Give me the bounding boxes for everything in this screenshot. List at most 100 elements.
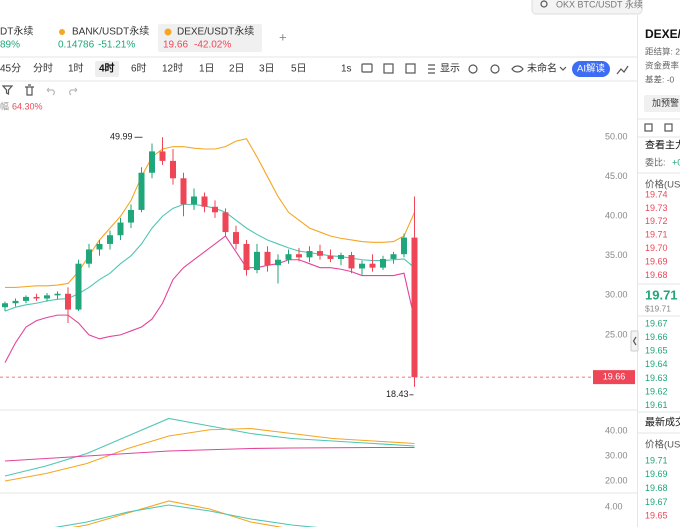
timeframe[interactable]: 1时 — [68, 63, 84, 75]
chart-icon[interactable] — [616, 65, 629, 75]
tab-icon — [164, 28, 172, 36]
last-price-tag — [593, 370, 635, 385]
candle-body — [128, 209, 134, 223]
ai-button[interactable] — [572, 61, 610, 77]
ask-price: 19.73 — [645, 203, 668, 213]
caret — [559, 66, 567, 71]
display[interactable]: 显示 — [440, 63, 460, 75]
y-tick-label: 25.00 — [605, 329, 628, 339]
candle-body — [285, 254, 292, 260]
candle-body — [212, 206, 218, 213]
tab-name[interactable]: BANK/USDT永续 — [72, 25, 149, 38]
indicator-line — [4, 417, 415, 477]
y-tick-label: 20.00 — [605, 475, 628, 485]
main-force[interactable]: 查看主力 — [645, 139, 680, 152]
candle-body — [348, 255, 355, 269]
tab-price: 19.66 — [163, 40, 188, 51]
hide-icon[interactable] — [490, 64, 500, 74]
timeframe-selected — [95, 61, 119, 77]
interval[interactable]: 1s — [341, 64, 352, 75]
edit-icon[interactable] — [405, 63, 416, 74]
bid-price: 19.66 — [645, 332, 668, 342]
candle-body — [338, 255, 344, 259]
candle-body — [390, 254, 397, 259]
last-price-label: 19.66 — [603, 371, 626, 381]
alert-label: 加预警 — [652, 97, 679, 108]
bid-price: 19.65 — [645, 346, 668, 356]
display-icon — [428, 64, 435, 74]
candle-body — [243, 243, 250, 271]
camera-icon[interactable] — [361, 63, 373, 73]
ask-price: 19.72 — [645, 216, 668, 226]
band-line — [5, 138, 416, 288]
candle-body — [107, 235, 113, 244]
timeframe[interactable]: 3日 — [259, 64, 275, 75]
y-tick-label: 30.00 — [605, 450, 628, 460]
high-marker: 49.99 — [110, 132, 133, 142]
trash-icon[interactable] — [25, 84, 34, 96]
layout-name[interactable]: 未命名 — [527, 62, 557, 75]
timeframe[interactable]: 45分 — [0, 63, 21, 75]
tab-icon — [59, 29, 65, 35]
last-price-usd: $19.71 — [645, 303, 671, 313]
y-tick-label: 50.00 — [605, 132, 628, 142]
timeframe[interactable]: 12时 — [162, 63, 183, 75]
active-tab[interactable] — [158, 24, 262, 52]
candle-body — [359, 263, 365, 269]
candle-body — [44, 295, 50, 299]
timeframe[interactable]: 分时 — [33, 63, 53, 75]
tab-change: 89% — [0, 40, 20, 51]
alert-button[interactable] — [644, 95, 680, 112]
search-icon — [540, 0, 548, 8]
timeframe[interactable]: 6时 — [131, 63, 147, 75]
candle-body — [180, 178, 187, 205]
candle-body — [54, 293, 61, 296]
expand-icon[interactable] — [383, 63, 394, 74]
amplitude-label: 幅 — [0, 100, 9, 111]
indicator-line — [4, 427, 415, 482]
search-text: OKX BTC/USDT 永续 — [556, 0, 643, 9]
low-marker: 18.43 — [386, 389, 409, 399]
candle-body — [380, 258, 386, 268]
candle-body — [96, 243, 103, 250]
redo-icon[interactable] — [69, 87, 78, 96]
add-tab[interactable]: + — [279, 29, 287, 44]
layout-icon — [511, 65, 524, 73]
indicator-line — [4, 446, 415, 462]
y-tick-label: 45.00 — [605, 171, 628, 181]
search-box[interactable] — [531, 0, 643, 15]
candle-body — [138, 172, 145, 210]
candle-body — [23, 296, 29, 301]
collapse-handle[interactable] — [630, 330, 639, 352]
candle-body — [254, 251, 260, 271]
tab-change: -51.21% — [98, 40, 135, 51]
ask-price: 19.74 — [645, 189, 668, 199]
indicator-line — [54, 504, 318, 527]
candle-body — [12, 300, 19, 304]
timeframe[interactable]: 1日 — [199, 64, 215, 75]
trades-title: 最新成交 — [645, 416, 680, 429]
timeframe[interactable]: 2日 — [229, 64, 245, 75]
icon[interactable] — [664, 123, 673, 132]
filter-icon[interactable] — [1, 85, 14, 95]
trade-price: 19.71 — [645, 455, 668, 465]
timeframe[interactable]: 4时 — [99, 62, 115, 75]
trades-header: 价格(US — [645, 439, 680, 451]
info: 基差: -0 — [645, 74, 675, 84]
tab-name[interactable]: DT永续 — [0, 25, 33, 38]
undo-icon[interactable] — [46, 87, 55, 96]
candle-body — [191, 196, 197, 205]
y-tick-label: 30.00 — [605, 290, 628, 300]
candle-body — [86, 249, 92, 264]
timeframe[interactable]: 5日 — [291, 64, 307, 75]
ratio-label: 委比: — [645, 156, 666, 167]
candle-body — [369, 263, 376, 268]
candle-body — [159, 151, 166, 161]
icon[interactable] — [644, 123, 653, 132]
settings-icon[interactable] — [468, 64, 478, 74]
info: 距结算: 2 — [645, 46, 680, 56]
tab-name[interactable]: DEXE/USDT永续 — [177, 25, 254, 38]
ask-price: 19.68 — [645, 270, 668, 280]
trade-price: 19.68 — [645, 483, 668, 493]
